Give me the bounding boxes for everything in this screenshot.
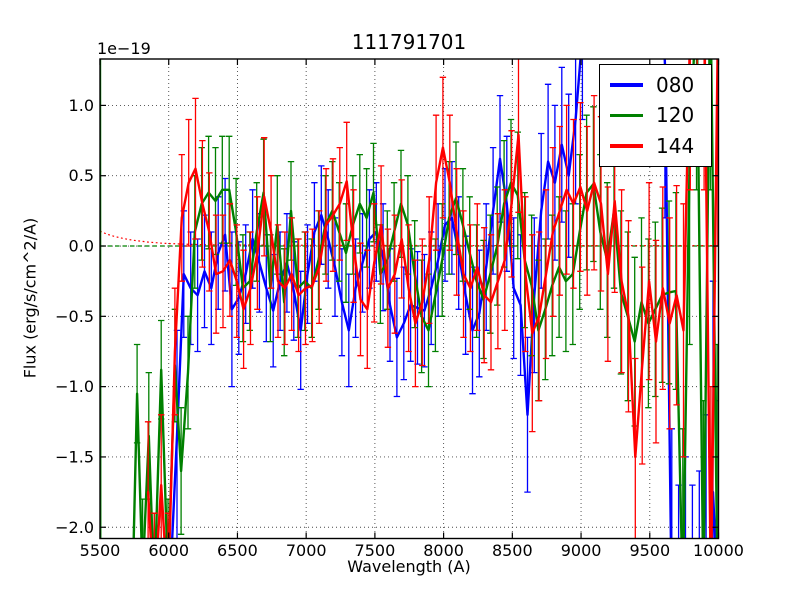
plot-title: 111791701 xyxy=(351,30,467,54)
reference-line-continuum-model xyxy=(100,230,719,247)
y-tick-label: 1.0 xyxy=(69,96,94,115)
spectrum-line-120 xyxy=(100,59,719,539)
legend-item-144: 144 xyxy=(610,136,701,156)
y-axis-label: Flux (erg/s/cm^2/A) xyxy=(20,217,40,379)
y-tick-label: −1.0 xyxy=(55,377,94,396)
x-tick-label: 5500 xyxy=(80,541,121,560)
legend-label: 120 xyxy=(656,103,695,128)
x-tick-label: 9000 xyxy=(561,541,602,560)
legend: 080 120 144 xyxy=(599,64,712,167)
x-tick-label: 9500 xyxy=(629,541,670,560)
y-tick-label: −1.5 xyxy=(55,447,94,466)
axis-ticks xyxy=(99,59,720,539)
legend-line-swatch-red xyxy=(610,144,643,148)
axes-frame xyxy=(99,58,720,540)
spectrum-line-080 xyxy=(171,59,717,539)
x-tick-label: 10000 xyxy=(693,541,744,560)
x-tick-label: 6500 xyxy=(217,541,258,560)
x-axis-label: Wavelength (A) xyxy=(347,557,471,576)
legend-label: 144 xyxy=(656,133,695,158)
legend-label: 080 xyxy=(656,73,695,98)
legend-line-swatch-blue xyxy=(610,83,643,87)
legend-line-swatch-green xyxy=(610,113,643,118)
legend-item-080: 080 xyxy=(610,75,701,95)
spectrum-line-144 xyxy=(146,59,719,539)
series-144 xyxy=(144,59,719,539)
x-tick-label: 8500 xyxy=(492,541,533,560)
y-tick-label: 0.0 xyxy=(69,237,94,256)
legend-item-120: 120 xyxy=(610,105,701,125)
x-tick-label: 6000 xyxy=(148,541,189,560)
y-axis-offset-text: 1e−19 xyxy=(97,39,151,58)
y-tick-label: −2.0 xyxy=(55,518,94,537)
y-tick-label: −0.5 xyxy=(55,307,94,326)
x-tick-label: 8000 xyxy=(423,541,464,560)
x-tick-label: 7000 xyxy=(286,541,327,560)
y-tick-label: 0.5 xyxy=(69,166,94,185)
x-tick-label: 7500 xyxy=(355,541,396,560)
